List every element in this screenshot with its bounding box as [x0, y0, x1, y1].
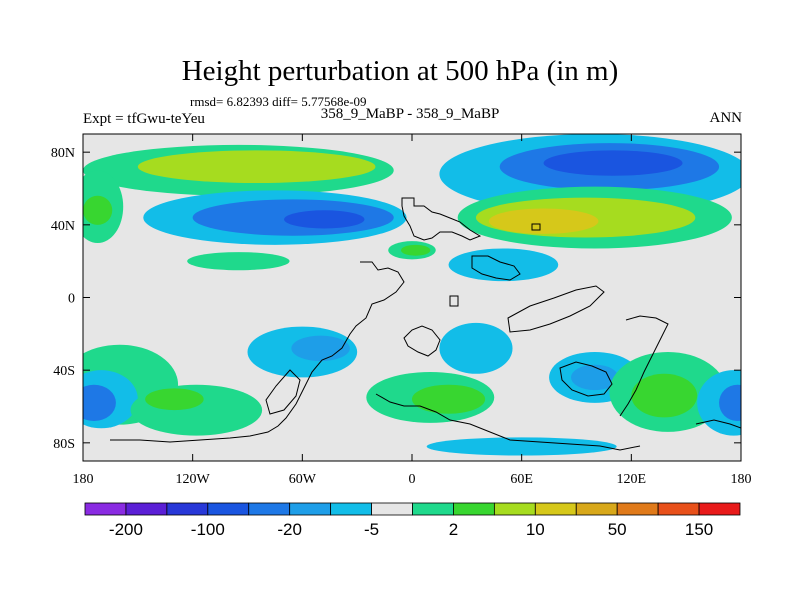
y-tick-label: 0 — [68, 292, 75, 307]
colorbar-label: -20 — [277, 520, 302, 539]
coastline-east-edge — [695, 419, 741, 429]
contour-region-mideast-positive-core — [401, 244, 431, 256]
colorbar-box — [371, 502, 413, 516]
contour-fields — [83, 134, 741, 456]
contour-region-siberia-negative-core — [543, 150, 683, 176]
colorbar-box — [412, 502, 454, 516]
contour-region-atlantic-negative-core — [284, 210, 365, 229]
coastline-pacific — [619, 315, 669, 417]
colorbar-box — [330, 502, 372, 516]
chart-title: Height perturbation at 500 hPa (in m) — [181, 55, 619, 87]
x-tick-label: 180 — [73, 472, 94, 487]
x-tick-label: 120W — [176, 472, 211, 487]
coastline-north-america — [401, 197, 482, 241]
coastline-asia — [471, 255, 521, 281]
contour-region-sindian-positive-core — [412, 384, 486, 414]
x-axis: 180 120W 60W 0 60E 120E 180 — [73, 134, 752, 487]
colorbar-box — [616, 502, 659, 516]
coastlines — [110, 197, 741, 451]
x-tick-label: 60E — [510, 472, 533, 487]
colorbar-box — [698, 502, 741, 516]
colorbar-box — [248, 502, 291, 516]
colorbar-label: 2 — [449, 520, 458, 539]
contour-region-arctic-positive-core — [137, 150, 376, 184]
contour-region-samerica-negative-core — [291, 335, 350, 362]
coastline-central — [110, 261, 405, 443]
colorbar-label: -5 — [364, 520, 379, 539]
colorbar-box — [493, 502, 536, 516]
y-tick-label: 40N — [51, 219, 75, 234]
x-tick-label: 60W — [289, 472, 317, 487]
coastline-africa — [403, 325, 441, 357]
y-axis: 80N 40N 0 40S 80S — [51, 146, 741, 452]
contour-region-pacific-positive-core — [631, 373, 698, 418]
colorbar-label: 10 — [526, 520, 545, 539]
y-tick-label: 80N — [51, 146, 75, 161]
colorbar-box — [289, 502, 332, 516]
contour-region-india-negative — [448, 248, 559, 282]
colorbar: -200 -100 -20 -5 2 10 50 150 — [84, 502, 741, 539]
colorbar-box — [657, 502, 700, 516]
coastline-antarctic — [375, 393, 641, 451]
y-tick-label: 40S — [53, 364, 75, 379]
case-label: 358_9_MaBP - 358_9_MaBP — [320, 106, 500, 122]
coastline-island — [449, 295, 459, 307]
contour-region-east-negative-core — [719, 384, 741, 422]
colorbar-label: 150 — [685, 520, 713, 539]
y-tick-label: 80S — [53, 437, 75, 452]
contour-region-antarctic-negative — [426, 437, 617, 456]
contour-region-west-positive-core — [83, 195, 113, 225]
colorbar-box — [166, 502, 209, 516]
colorbar-box — [125, 502, 168, 516]
contour-region-australia-negative-core — [571, 364, 619, 391]
colorbar-box — [207, 502, 250, 516]
x-tick-label: 120E — [617, 472, 647, 487]
contour-region-tropical-positive-west — [187, 252, 290, 271]
colorbar-label: 50 — [608, 520, 627, 539]
coastline-south — [265, 369, 301, 415]
colorbar-box — [575, 502, 618, 516]
contour-region-sopac-negative-core — [83, 384, 116, 422]
contour-region-asia-positive-core — [488, 208, 599, 234]
x-tick-label: 0 — [409, 472, 416, 487]
rmsd-stats: rmsd= 6.82393 diff= 5.77568e-09 — [190, 94, 367, 109]
x-tick-label: 180 — [731, 472, 752, 487]
contour-region-satlantic-positive-core — [145, 388, 204, 411]
experiment-label: Expt = tfGwu-teYeu — [83, 111, 205, 127]
coastline-island-2 — [531, 223, 541, 231]
colorbar-box — [453, 502, 495, 516]
colorbar-label: -100 — [191, 520, 225, 539]
coastline-australia — [559, 361, 613, 397]
contour-region-safrica-negative — [439, 322, 513, 374]
colorbar-label: -200 — [109, 520, 143, 539]
colorbar-box — [534, 502, 577, 516]
season-label: ANN — [709, 110, 743, 126]
colorbar-box — [84, 502, 127, 516]
coastline-east — [507, 285, 605, 333]
